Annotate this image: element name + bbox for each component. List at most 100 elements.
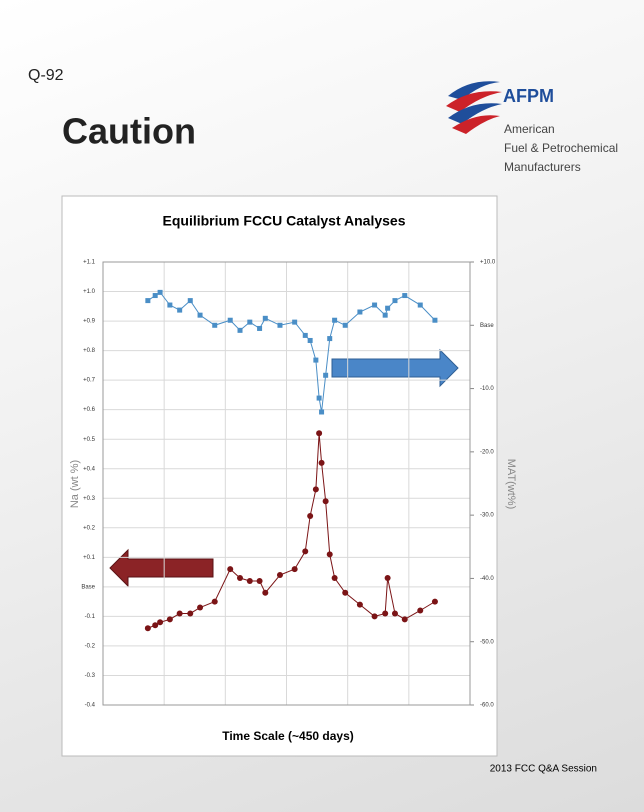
data-point (187, 298, 193, 304)
data-point (302, 548, 309, 555)
data-point (401, 616, 408, 623)
y-tick-label: +0.5 (83, 437, 96, 443)
y-tick-label: +0.2 (83, 525, 96, 531)
data-point (316, 395, 322, 401)
data-point (319, 409, 325, 415)
right-axis-arrow (331, 348, 459, 388)
y2-tick-label: -60.0 (480, 703, 494, 709)
y-tick-label: +0.9 (83, 319, 96, 325)
y2-tick-label: +10.0 (480, 260, 496, 266)
data-point (187, 610, 194, 617)
footer: 2013 FCC Q&A Session (490, 764, 597, 775)
data-point (313, 357, 319, 363)
data-point (318, 459, 325, 466)
heading: Caution (62, 111, 196, 152)
data-point (247, 319, 253, 325)
data-point (372, 302, 378, 308)
data-point (316, 430, 323, 437)
logo-line: Manufacturers (504, 160, 581, 174)
data-point (227, 566, 234, 573)
data-point (391, 610, 398, 617)
data-point (356, 601, 363, 608)
data-point (431, 598, 438, 605)
data-point (402, 293, 408, 299)
data-point (157, 619, 164, 626)
data-point (292, 319, 298, 325)
data-point (167, 302, 173, 308)
y2-tick-label: -30.0 (480, 513, 494, 519)
data-point (322, 498, 329, 505)
y-tick-label: +0.3 (83, 496, 96, 502)
data-point (384, 575, 391, 582)
data-point (302, 332, 308, 338)
data-point (291, 566, 298, 573)
logo-line: American (504, 122, 555, 136)
data-point (277, 322, 283, 328)
y-tick-label: -0.3 (85, 673, 96, 679)
data-point (323, 372, 329, 378)
question-number: Q-92 (28, 67, 64, 84)
data-point (166, 616, 173, 623)
y2-tick-label: Base (480, 323, 494, 329)
data-point (177, 307, 183, 313)
data-point (144, 625, 151, 632)
data-point (176, 610, 183, 617)
y2-axis-label: MAT(wt%) (505, 459, 517, 510)
data-point (145, 298, 151, 304)
data-point (197, 312, 203, 318)
data-point (227, 317, 233, 323)
data-point (237, 575, 244, 582)
data-point (276, 572, 283, 579)
y-tick-label: -0.1 (85, 614, 96, 620)
data-point (257, 325, 263, 331)
data-point (157, 289, 163, 295)
data-point (262, 589, 269, 596)
data-point (197, 604, 204, 611)
y-tick-label: -0.4 (85, 703, 96, 709)
data-point (307, 337, 313, 343)
data-point (326, 551, 333, 558)
data-point (211, 598, 218, 605)
y-tick-label: +1.1 (83, 260, 96, 266)
data-point (262, 315, 268, 321)
data-point (152, 622, 159, 629)
data-point (392, 298, 398, 304)
y2-tick-label: -10.0 (480, 386, 494, 392)
data-point (417, 607, 424, 614)
data-point (331, 575, 338, 582)
y-tick-label: +0.8 (83, 348, 96, 354)
data-point (332, 317, 338, 323)
y-tick-label: Base (81, 584, 95, 590)
y-tick-label: +0.1 (83, 555, 96, 561)
chart-frame (61, 195, 498, 757)
data-point (385, 305, 391, 311)
y-tick-label: +0.7 (83, 378, 96, 384)
data-point (307, 512, 314, 519)
y-tick-label: +0.4 (83, 466, 96, 472)
data-point (237, 327, 243, 333)
data-point (417, 302, 423, 308)
chart-title: Equilibrium FCCU Catalyst Analyses (163, 213, 406, 229)
data-point (342, 322, 348, 328)
plot-border (102, 261, 471, 706)
logo-name: AFPM (503, 86, 554, 106)
data-point (432, 317, 438, 323)
y-axis-label: Na (wt %) (69, 460, 81, 508)
y-tick-label: +1.0 (83, 289, 96, 295)
data-point (212, 322, 218, 328)
y2-tick-label: -40.0 (480, 576, 494, 582)
y2-tick-label: -20.0 (480, 449, 494, 455)
data-point (382, 312, 388, 318)
data-point (342, 589, 349, 596)
data-point (382, 610, 389, 617)
y-tick-label: -0.2 (85, 644, 96, 650)
data-point (256, 577, 263, 584)
logo-line: Fuel & Petrochemical (504, 141, 618, 155)
logo-flag (446, 81, 502, 134)
x-axis-label: Time Scale (~450 days) (222, 729, 354, 743)
data-point (246, 577, 253, 584)
data-point (312, 486, 319, 493)
data-point (357, 309, 363, 315)
data-point (371, 613, 378, 620)
